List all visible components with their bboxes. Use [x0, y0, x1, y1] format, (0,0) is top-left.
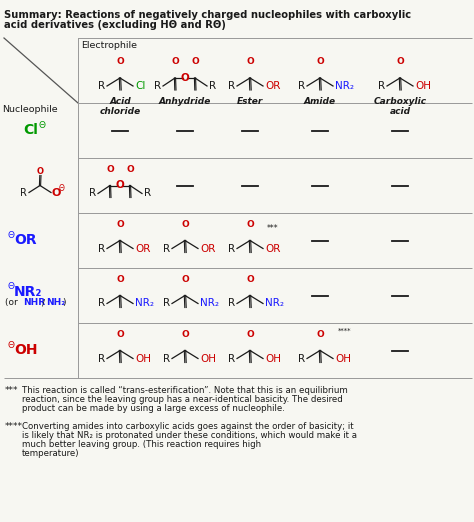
Text: Nucleophile: Nucleophile: [2, 105, 58, 114]
Text: product can be made by using a large excess of nucleophile.: product can be made by using a large exc…: [22, 404, 285, 413]
Text: O: O: [246, 220, 255, 229]
Text: Electrophile: Electrophile: [81, 41, 137, 50]
Text: R: R: [298, 81, 305, 91]
Text: O: O: [117, 220, 124, 229]
Text: Θ: Θ: [59, 184, 65, 193]
Text: reaction, since the leaving group has a near-identical basicity. The desired: reaction, since the leaving group has a …: [22, 395, 343, 404]
Text: temperature): temperature): [22, 449, 80, 458]
Text: (or: (or: [5, 298, 21, 307]
Text: O: O: [182, 330, 190, 339]
Text: O: O: [117, 275, 124, 284]
Text: NR₂: NR₂: [135, 299, 154, 309]
Text: NHR: NHR: [23, 298, 45, 307]
Text: R: R: [98, 353, 105, 363]
Text: Ester: Ester: [237, 97, 263, 106]
Text: O: O: [317, 330, 324, 339]
Text: Amide: Amide: [304, 97, 336, 106]
Text: Acid
chloride: Acid chloride: [100, 97, 141, 116]
Text: O: O: [182, 220, 190, 229]
Text: NR₂: NR₂: [14, 284, 42, 299]
Text: OH: OH: [135, 353, 151, 363]
Text: Summary: Reactions of negatively charged nucleophiles with carboxylic: Summary: Reactions of negatively charged…: [4, 10, 411, 20]
Text: O: O: [116, 181, 124, 191]
Text: R: R: [228, 353, 235, 363]
Text: OR: OR: [265, 81, 281, 91]
Text: OH: OH: [14, 343, 37, 358]
Text: O: O: [397, 57, 404, 66]
Text: /: /: [42, 298, 45, 307]
Text: O: O: [117, 330, 124, 339]
Text: R: R: [378, 81, 385, 91]
Text: NH₂: NH₂: [46, 298, 65, 307]
Text: R: R: [89, 188, 96, 198]
Text: ***: ***: [267, 224, 279, 233]
Text: R: R: [154, 81, 161, 91]
Text: O: O: [182, 275, 190, 284]
Text: R: R: [163, 243, 170, 254]
Text: R: R: [298, 353, 305, 363]
Text: acid derivatives (excluding HΘ and RΘ): acid derivatives (excluding HΘ and RΘ): [4, 20, 226, 30]
Text: Converting amides into carboxylic acids goes against the order of basicity; it: Converting amides into carboxylic acids …: [22, 422, 354, 431]
Text: This reaction is called “trans-esterification”. Note that this is an equilibrium: This reaction is called “trans-esterific…: [22, 386, 348, 395]
Text: NR₂: NR₂: [265, 299, 284, 309]
Text: O: O: [172, 57, 179, 66]
Text: O: O: [127, 165, 134, 174]
Text: NR₂: NR₂: [200, 299, 219, 309]
Text: O: O: [37, 167, 44, 176]
Text: R: R: [228, 299, 235, 309]
Text: OR: OR: [265, 243, 281, 254]
Text: Carboxylic
acid: Carboxylic acid: [374, 97, 427, 116]
Text: OH: OH: [200, 353, 216, 363]
Text: Θ: Θ: [8, 282, 15, 291]
Text: OH: OH: [415, 81, 431, 91]
Text: Θ: Θ: [8, 231, 15, 240]
Text: NR₂: NR₂: [335, 81, 354, 91]
Text: O: O: [117, 57, 124, 66]
Text: Θ: Θ: [39, 121, 46, 130]
Text: R: R: [144, 188, 151, 198]
Text: R: R: [98, 81, 105, 91]
Text: O: O: [181, 73, 190, 83]
Text: ****: ****: [338, 327, 352, 334]
Text: OR: OR: [200, 243, 215, 254]
Text: R: R: [209, 81, 216, 91]
Text: OH: OH: [335, 353, 351, 363]
Text: Cl: Cl: [23, 124, 38, 137]
Text: ): ): [62, 298, 65, 307]
Text: Θ: Θ: [8, 341, 15, 350]
Text: O: O: [246, 330, 255, 339]
Text: O: O: [107, 165, 114, 174]
Text: O: O: [317, 57, 324, 66]
Text: Cl: Cl: [135, 81, 146, 91]
Text: R: R: [20, 187, 27, 197]
Text: R: R: [163, 299, 170, 309]
Text: ***: ***: [5, 386, 18, 395]
Text: O: O: [191, 57, 199, 66]
Text: O: O: [246, 275, 255, 284]
Text: OR: OR: [14, 233, 36, 247]
Text: O: O: [52, 187, 61, 197]
Text: R: R: [163, 353, 170, 363]
Text: O: O: [246, 57, 255, 66]
Text: is likely that NR₂ is protonated under these conditions, which would make it a: is likely that NR₂ is protonated under t…: [22, 431, 357, 440]
Text: R: R: [98, 299, 105, 309]
Text: R: R: [228, 243, 235, 254]
Text: OH: OH: [265, 353, 281, 363]
Text: much better leaving group. (This reaction requires high: much better leaving group. (This reactio…: [22, 440, 261, 449]
Text: R: R: [98, 243, 105, 254]
Text: Anhydride: Anhydride: [159, 97, 211, 106]
Text: OR: OR: [135, 243, 150, 254]
Text: R: R: [228, 81, 235, 91]
Text: ****: ****: [5, 422, 23, 431]
